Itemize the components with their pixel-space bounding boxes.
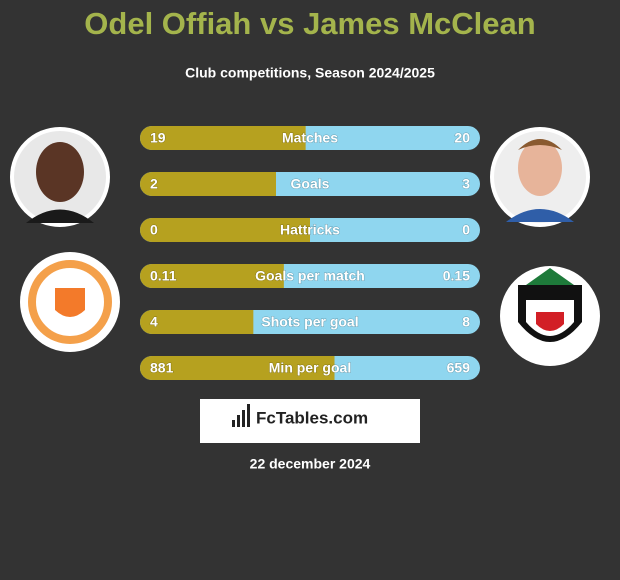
- date: 22 december 2024: [250, 456, 371, 472]
- club-right-logo: [500, 266, 600, 366]
- brand-box: [200, 399, 420, 443]
- bar-group: [140, 218, 480, 242]
- value-right: 20: [454, 130, 470, 146]
- value-right: 3: [462, 176, 470, 192]
- stat-row: 2 3 Goals: [140, 172, 480, 196]
- bar-left: [140, 264, 284, 288]
- stat-label: Matches: [282, 130, 338, 146]
- player-right-photo: [490, 127, 590, 227]
- stat-row: 19 20 Matches: [140, 126, 480, 150]
- bar-left: [140, 356, 335, 380]
- title: Odel Offiah vs James McClean: [84, 6, 535, 41]
- value-right: 0.15: [443, 268, 470, 284]
- stat-row: 4 8 Shots per goal: [140, 310, 480, 334]
- stat-label: Goals per match: [255, 268, 365, 284]
- bar-left: [140, 126, 306, 150]
- brand-icon: [232, 404, 250, 427]
- value-right: 659: [447, 360, 471, 376]
- bar-group: [140, 264, 480, 288]
- bar-left: [140, 218, 310, 242]
- value-right: 8: [462, 314, 470, 330]
- value-left: 2: [150, 176, 158, 192]
- bar-group: [140, 310, 480, 334]
- brand-name: FcTables.com: [256, 408, 368, 427]
- stat-label: Goals: [291, 176, 330, 192]
- stat-rows: 19 20 Matches 2 3 Goals 0 0 Hattricks 0.11 0.15 Goa…: [140, 126, 480, 380]
- stat-row: 0.11 0.15 Goals per match: [140, 264, 480, 288]
- stat-label: Hattricks: [280, 222, 340, 238]
- value-left: 0: [150, 222, 158, 238]
- value-left: 4: [150, 314, 158, 330]
- value-left: 881: [150, 360, 174, 376]
- stat-row: 0 0 Hattricks: [140, 218, 480, 242]
- value-left: 0.11: [150, 268, 177, 284]
- stat-row: 881 659 Min per goal: [140, 356, 480, 380]
- bar-group: [140, 356, 480, 380]
- bar-group: [140, 172, 480, 196]
- player-left-photo: [10, 127, 110, 227]
- stat-label: Min per goal: [269, 360, 351, 376]
- subtitle: Club competitions, Season 2024/2025: [185, 65, 435, 81]
- bar-left: [140, 172, 276, 196]
- stat-label: Shots per goal: [261, 314, 358, 330]
- bar-group: [140, 126, 480, 150]
- bar-left: [140, 310, 254, 334]
- club-left-logo: [20, 252, 120, 352]
- value-right: 0: [462, 222, 470, 238]
- value-left: 19: [150, 130, 166, 146]
